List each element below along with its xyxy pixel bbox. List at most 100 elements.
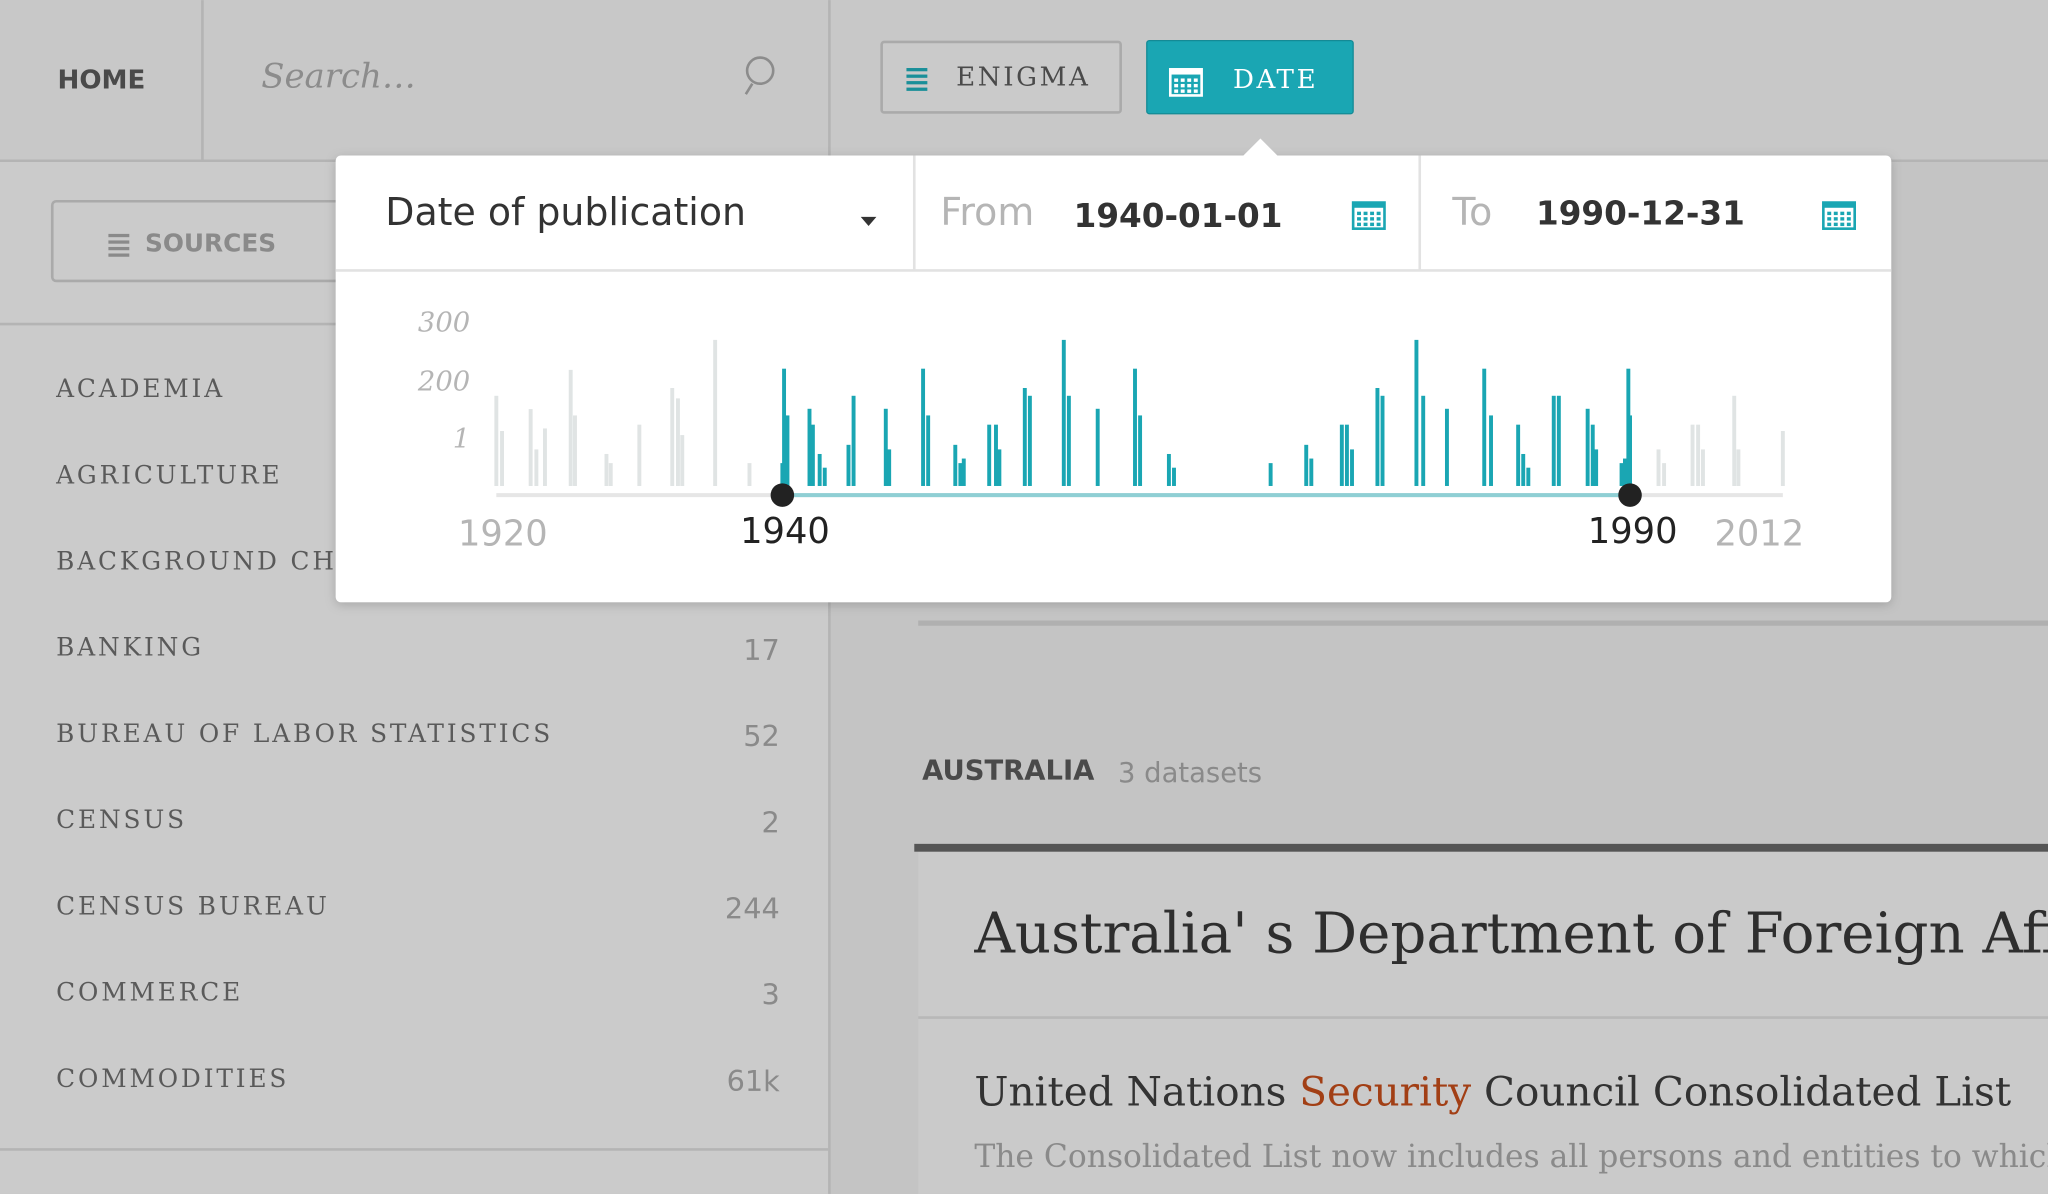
calendar-cell (1174, 78, 1179, 82)
bar (1172, 467, 1176, 486)
bar (782, 368, 787, 486)
source-item[interactable]: AGRICULTURE (55, 460, 282, 489)
bar (921, 368, 926, 486)
calendar-icon[interactable] (1822, 201, 1856, 230)
date-label[interactable]: DATE (1233, 65, 1318, 95)
calendar-cell (1840, 217, 1845, 221)
bar (542, 428, 547, 486)
calendar-cell (1833, 211, 1838, 216)
calendar-cell (1193, 89, 1198, 93)
calendar-cell (1846, 211, 1851, 216)
bar (1166, 453, 1171, 486)
calendar-cell (1187, 89, 1192, 93)
bar (958, 463, 963, 486)
bar (926, 415, 931, 486)
calendar-cell (1174, 83, 1179, 88)
to-label: To (1451, 190, 1492, 234)
calendar-cell (1840, 222, 1845, 227)
calendar-header (1353, 202, 1385, 208)
bar (1516, 424, 1521, 486)
y-tick-label: 300 (418, 308, 470, 339)
bar (1421, 395, 1426, 486)
range-handle[interactable] (1618, 483, 1642, 507)
source-item[interactable]: BACKGROUND CH (56, 547, 337, 576)
card-title[interactable]: Australia' s Department of Foreign Affai (973, 901, 2048, 966)
calendar-cell (1180, 83, 1185, 88)
source-item[interactable]: COMMODITIES (56, 1064, 289, 1093)
source-item[interactable]: CENSUS BUREAU (56, 891, 330, 920)
x-tick-label: 1940 (740, 511, 830, 552)
source-count: 3 (761, 978, 779, 1012)
range-handle[interactable] (770, 483, 795, 507)
y-tick-label: 1 (453, 424, 470, 455)
source-item[interactable]: BANKING (56, 633, 204, 662)
calendar-cell (1363, 222, 1368, 227)
bar (953, 444, 958, 486)
dataset-title-part: United Nations (974, 1067, 1286, 1115)
bar (961, 458, 966, 486)
bar (747, 463, 752, 486)
enigma-label[interactable]: ENIGMA (956, 62, 1090, 92)
calendar-header (1170, 69, 1202, 75)
sources-label[interactable]: SOURCES (145, 228, 276, 257)
calendar-cell (1370, 211, 1375, 216)
list-icon (906, 68, 928, 91)
calendar-icon[interactable] (1168, 68, 1203, 97)
bar (887, 449, 892, 486)
bar (1066, 395, 1071, 486)
search-input[interactable]: Search… (261, 56, 416, 96)
bar (883, 408, 888, 486)
source-count: 61k (727, 1064, 781, 1098)
calendar-cell (1846, 222, 1851, 227)
x-tick-label: 2012 (1714, 514, 1804, 555)
bar (1268, 463, 1273, 486)
bar (1696, 424, 1701, 486)
bar (994, 424, 998, 486)
bar (608, 463, 613, 486)
bar (534, 449, 539, 486)
bar (1556, 395, 1561, 486)
bar (680, 435, 685, 486)
calendar-cell (1193, 78, 1198, 82)
bar (851, 395, 856, 486)
bar (846, 444, 851, 486)
to-input[interactable]: 1990-12-31 (1536, 195, 1745, 233)
bar (676, 398, 680, 486)
bar (1414, 339, 1419, 486)
source-count: 2 (761, 805, 779, 839)
calendar-cell (1180, 78, 1185, 82)
calendar-cell (1370, 217, 1375, 221)
bar (494, 395, 499, 486)
calendar-icon[interactable] (1351, 201, 1386, 230)
bar (568, 369, 573, 486)
bar (1027, 395, 1032, 486)
bar (1350, 449, 1354, 486)
calendar-cell (1187, 83, 1192, 88)
from-input[interactable]: 1940-01-01 (1074, 197, 1283, 235)
dataset-description: The Consolidated List now includes all p… (974, 1139, 2048, 1175)
field-select[interactable]: Date of publication (385, 190, 746, 234)
home-link[interactable]: HOME (57, 66, 145, 96)
calendar-cell (1357, 217, 1361, 221)
source-item[interactable]: ACADEMIA (55, 374, 225, 403)
search-icon[interactable] (744, 56, 775, 95)
bar (1690, 424, 1695, 486)
enigma-button[interactable] (880, 40, 1122, 114)
calendar-cell (1840, 211, 1845, 216)
bar (1662, 463, 1667, 486)
source-count: 52 (743, 719, 780, 753)
group-name: AUSTRALIA (922, 756, 1095, 787)
source-item[interactable]: CENSUS (56, 805, 187, 834)
bar (817, 453, 822, 486)
bar (500, 431, 505, 486)
dropdown-arrow[interactable] (860, 216, 877, 227)
bar (1489, 415, 1493, 486)
bar (1701, 449, 1705, 486)
bar (713, 339, 718, 486)
calendar-cell (1376, 222, 1381, 227)
source-item[interactable]: COMMERCE (56, 978, 243, 1007)
dataset-title[interactable]: United Nations Security Council Consolid… (974, 1067, 2011, 1115)
source-item[interactable]: BUREAU OF LABOR STATISTICS (56, 719, 553, 748)
bar (1521, 453, 1526, 486)
